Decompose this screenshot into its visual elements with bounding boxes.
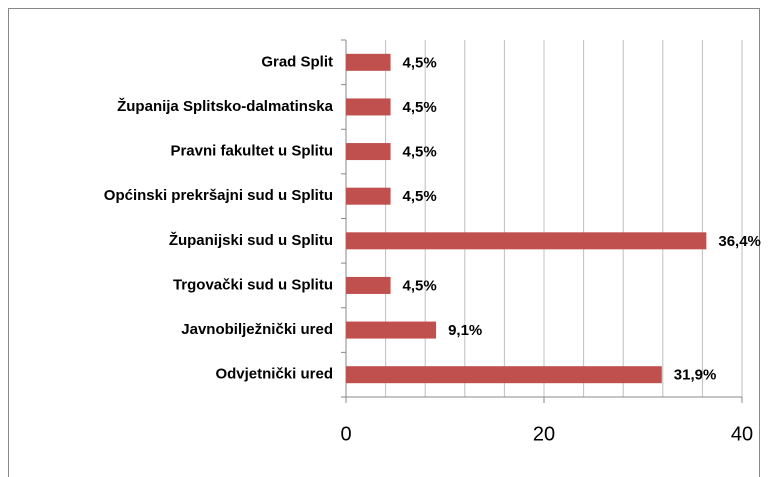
- bar: [346, 232, 707, 250]
- x-tick-label: 20: [533, 423, 555, 445]
- value-label: 4,5%: [403, 277, 437, 294]
- value-label: 36,4%: [718, 233, 761, 250]
- bar: [346, 187, 391, 205]
- value-label: 4,5%: [403, 99, 437, 116]
- chart-frame: [8, 8, 760, 477]
- x-tick-label: 0: [340, 423, 351, 445]
- bar: [346, 366, 662, 384]
- y-tick-label: Grad Split: [261, 53, 333, 70]
- bar: [346, 321, 437, 339]
- x-tick-label: 40: [731, 423, 753, 445]
- y-tick-label: Županija Splitsko-dalmatinska: [117, 97, 334, 115]
- y-tick-label: Trgovački sud u Splitu: [173, 276, 333, 293]
- bar: [346, 53, 391, 71]
- bar: [346, 143, 391, 161]
- y-tick-label: Odvjetnički ured: [215, 366, 333, 383]
- y-tick-label: Općinski prekršajni sud u Splitu: [104, 187, 333, 204]
- value-label: 31,9%: [674, 367, 717, 384]
- value-label: 4,5%: [403, 188, 437, 205]
- bar: [346, 276, 391, 294]
- y-tick-label: Javnobilježnički ured: [181, 321, 333, 338]
- value-label: 4,5%: [403, 54, 437, 71]
- y-tick-label: Županijski sud u Splitu: [169, 231, 333, 249]
- value-label: 9,1%: [448, 322, 482, 339]
- bar: [346, 98, 391, 116]
- value-label: 4,5%: [403, 144, 437, 161]
- y-tick-label: Pravni fakultet u Splitu: [170, 143, 333, 160]
